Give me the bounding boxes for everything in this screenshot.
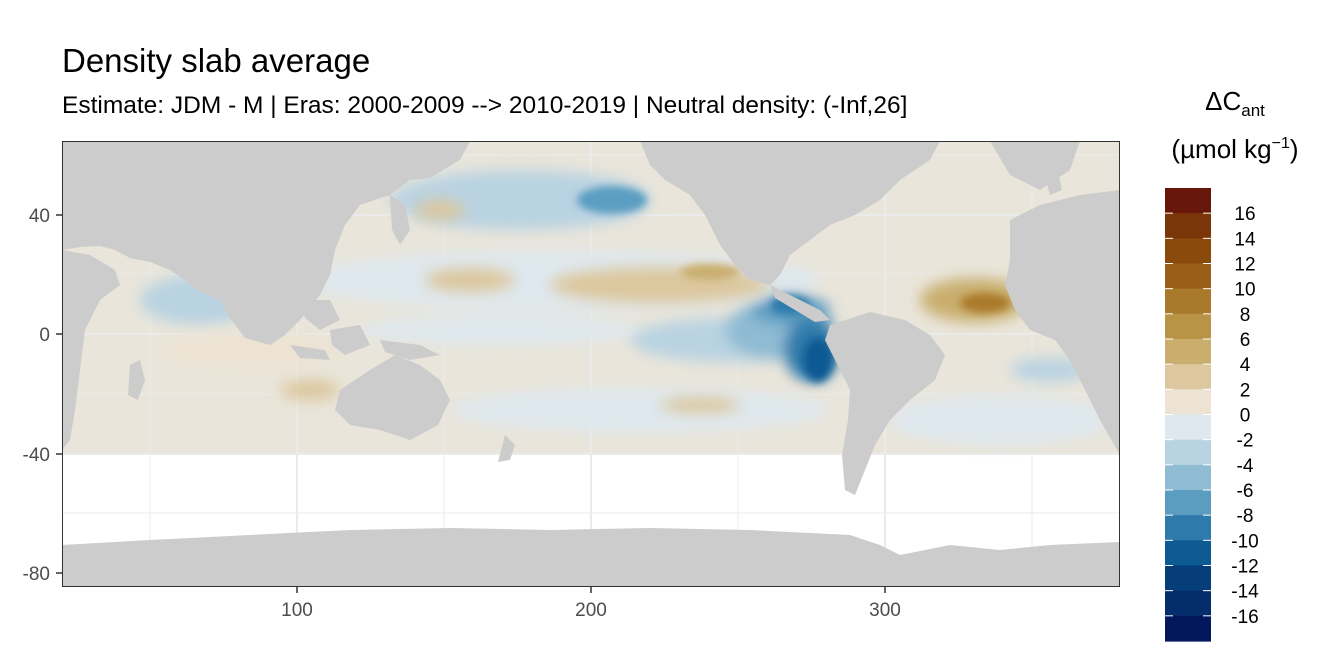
land-new-zealand (498, 435, 515, 462)
legend-label: 4 (1240, 355, 1251, 376)
legend-label: 0 (1240, 406, 1251, 427)
land-australia (335, 355, 450, 440)
x-tick-label: 300 (869, 600, 901, 621)
land-sumatra (290, 345, 330, 360)
legend-label: -8 (1237, 506, 1254, 527)
legend-colorbar (1165, 188, 1211, 642)
legend-color-swatch (1165, 515, 1211, 541)
legend-label: 16 (1234, 204, 1255, 225)
legend-label: -14 (1231, 582, 1259, 603)
y-tick-label: -40 (23, 445, 50, 466)
legend-color-swatch (1165, 439, 1211, 466)
land-borneo (330, 325, 370, 355)
legend-label: -10 (1231, 531, 1258, 552)
legend-color-swatch (1165, 263, 1211, 290)
legend-color-swatch (1165, 590, 1211, 617)
land-africa-europe (1005, 190, 1120, 455)
y-axis-labels: 40 0 -40 -80 (23, 206, 50, 585)
legend-label: 12 (1234, 255, 1255, 276)
legend-color-swatch (1165, 615, 1211, 642)
plot-title: Density slab average (62, 42, 371, 79)
map-panel (62, 141, 1120, 587)
legend-color-swatch (1165, 313, 1211, 340)
land-british-isles (1045, 172, 1062, 195)
legend-label: -12 (1231, 557, 1258, 578)
legend-color-swatch (1165, 540, 1211, 567)
positive-anomaly-cores (680, 264, 1010, 313)
legend-label: 2 (1240, 380, 1251, 401)
land-antarctica (62, 528, 1120, 587)
x-tick-label: 200 (575, 600, 607, 621)
y-tick-label: 40 (29, 206, 50, 227)
legend-label: 8 (1240, 305, 1251, 326)
axis-tick-marks (56, 214, 886, 593)
legend-labels: 16 14 12 10 8 6 4 2 0 -2 -4 -6 -8 -10 -12 -14 -16 (1231, 204, 1259, 628)
legend-color-swatch (1165, 490, 1211, 516)
legend-color-swatch (1165, 464, 1211, 491)
panel-border (62, 141, 1120, 587)
y-tick-label: -80 (23, 564, 50, 585)
x-tick-label: 100 (281, 600, 313, 621)
land-asia (62, 141, 470, 345)
legend-color-swatch (1165, 565, 1211, 592)
legend-color-swatch (1165, 364, 1211, 390)
legend-label: -2 (1237, 431, 1254, 452)
legend-label: 6 (1240, 330, 1251, 351)
legend-label: -6 (1237, 481, 1254, 502)
land-central-america (770, 285, 830, 322)
legend-color-swatch (1165, 414, 1211, 441)
x-axis-labels: 100 200 300 (281, 600, 901, 621)
land-masses (62, 141, 1120, 587)
positive-anomaly-regions (160, 200, 1030, 413)
legend-label: -16 (1231, 607, 1258, 628)
legend-color-swatch (1165, 288, 1211, 315)
legend-label: 10 (1234, 280, 1255, 301)
legend-color-swatch (1165, 339, 1211, 365)
land-madagascar (128, 360, 145, 400)
land-se-asia (300, 300, 340, 330)
negative-anomaly-regions (140, 170, 1110, 445)
legend-color-swatch (1165, 389, 1211, 416)
land-india (225, 260, 275, 325)
land-north-america (640, 141, 940, 285)
legend-label: 14 (1234, 229, 1256, 250)
land-africa-east (62, 250, 120, 450)
legend-color-swatch (1165, 188, 1211, 214)
legend-title-symbol: ΔCant (1205, 86, 1265, 120)
land-south-america (825, 312, 945, 495)
legend-title-units: (µmol kg−1) (1171, 134, 1299, 164)
legend-color-swatch (1165, 238, 1211, 265)
legend-color-swatch (1165, 213, 1211, 239)
plot-subtitle: Estimate: JDM - M | Eras: 2000-2009 --> … (62, 92, 908, 119)
land-japan (390, 195, 410, 245)
y-tick-label: 0 (39, 325, 50, 346)
legend-label: -4 (1237, 456, 1254, 477)
